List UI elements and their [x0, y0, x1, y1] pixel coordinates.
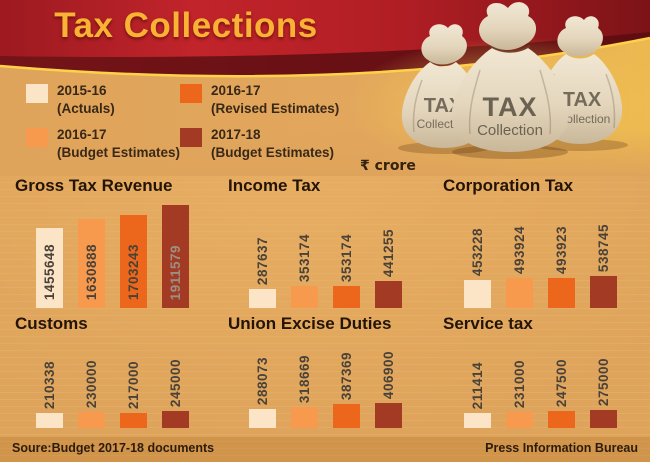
bag-text-collection: Collection — [477, 122, 543, 139]
chart-title: Service tax — [443, 314, 533, 333]
bar-2015-16-actuals- — [36, 413, 63, 428]
bar-value-label: 353174 — [338, 233, 354, 282]
bar-value-label: 441255 — [380, 228, 396, 277]
bar-value-label: 211414 — [469, 361, 485, 409]
chart-customs: Customs 210338 230000 217000 245000 — [15, 314, 220, 428]
legend-swatch — [180, 128, 202, 147]
bar-2016-17-budget-estimates- — [291, 286, 318, 308]
bar-value-label: 217000 — [125, 360, 141, 409]
bar-2016-17-revised-estimates- — [548, 411, 575, 428]
bar-value-label: 287637 — [254, 236, 270, 285]
chart-title: Union Excise Duties — [228, 314, 392, 333]
bar-2016-17-budget-estimates- — [291, 407, 318, 428]
legend-label: 2017-18 (Budget Estimates) — [211, 127, 335, 160]
legend-swatch — [26, 84, 48, 103]
bar-value-label: 538745 — [595, 223, 611, 272]
chart-income-tax: Income Tax 287637 353174 353174 441255 — [228, 176, 433, 308]
chart-title: Customs — [15, 314, 88, 333]
legend-item: 2016-17 (Revised Estimates) — [180, 82, 339, 117]
chart-corporation-tax: Corporation Tax 453228 493924 493923 538745 — [443, 176, 648, 308]
bar-2017-18-budget-estimates- — [590, 410, 617, 428]
legend-item: 2015-16 (Actuals) — [26, 82, 115, 117]
bar-value-label: 1703243 — [125, 243, 141, 300]
bar-value-label: 230000 — [83, 359, 99, 408]
bar-value-label: 1630888 — [83, 243, 99, 300]
chart-gross-tax-revenue: Gross Tax Revenue 1455648 1630888 1703243 19… — [15, 176, 220, 308]
money-bags-illustration: TAX Collection TAX Collection TAX Collec… — [398, 2, 628, 159]
bar-value-label: 453228 — [469, 227, 485, 276]
bag-front: TAX Collection — [451, 2, 569, 159]
bar-2017-18-budget-estimates- — [162, 411, 189, 428]
legend-label: 2016-17 (Budget Estimates) — [57, 127, 181, 160]
bar-2016-17-budget-estimates- — [506, 278, 533, 308]
chart-title: Gross Tax Revenue — [15, 176, 173, 195]
bar-2017-18-budget-estimates- — [162, 205, 189, 308]
bar-value-label: 493923 — [553, 225, 569, 274]
bar-2016-17-budget-estimates- — [78, 412, 105, 428]
bar-value-label: 387369 — [338, 351, 354, 400]
svg-text:TAX: TAX — [563, 89, 602, 111]
legend-label: 2016-17 (Revised Estimates) — [211, 83, 340, 116]
bar-2015-16-actuals- — [249, 289, 276, 308]
bar-value-label: 318669 — [296, 354, 312, 403]
footer: Soure:Budget 2017-18 documents Press Inf… — [0, 437, 650, 462]
bar-value-label: 210338 — [41, 360, 57, 409]
chart-title: Corporation Tax — [443, 176, 574, 195]
bar-2015-16-actuals- — [249, 409, 276, 428]
bar-2016-17-revised-estimates- — [333, 286, 360, 308]
bar-2016-17-revised-estimates- — [548, 278, 575, 308]
bar-2017-18-budget-estimates- — [590, 276, 617, 308]
bar-2016-17-revised-estimates- — [333, 404, 360, 428]
bar-value-label: 406900 — [380, 350, 396, 399]
legend-swatch — [180, 84, 202, 103]
bar-2015-16-actuals- — [36, 228, 63, 308]
bar-value-label: 275000 — [595, 357, 611, 406]
bag-text-tax: TAX — [483, 92, 538, 122]
bar-2017-18-budget-estimates- — [375, 281, 402, 308]
bar-2017-18-budget-estimates- — [375, 403, 402, 428]
bar-2016-17-revised-estimates- — [120, 215, 147, 308]
bar-2016-17-budget-estimates- — [78, 219, 105, 308]
bar-value-label: 353174 — [296, 233, 312, 282]
credit-text: Press Information Bureau — [485, 441, 638, 455]
page-title: Tax Collections — [54, 6, 318, 45]
bar-2015-16-actuals- — [464, 413, 491, 428]
bar-value-label: 231000 — [511, 359, 527, 408]
bar-2016-17-revised-estimates- — [120, 413, 147, 428]
bar-2015-16-actuals- — [464, 280, 491, 308]
legend-item: 2016-17 (Budget Estimates) — [26, 126, 180, 161]
legend-swatch — [26, 128, 48, 147]
bar-value-label: 1455648 — [41, 243, 57, 300]
bar-value-label: 493924 — [511, 225, 527, 274]
unit-label: ₹ crore — [360, 158, 416, 174]
bar-value-label: 247500 — [553, 358, 569, 407]
bar-value-label: 288073 — [254, 356, 270, 405]
chart-service-tax: Service tax 211414 231000 247500 275000 — [443, 314, 648, 428]
legend-item: 2017-18 (Budget Estimates) — [180, 126, 334, 161]
legend-label: 2015-16 (Actuals) — [57, 83, 115, 116]
source-text: Soure:Budget 2017-18 documents — [12, 441, 215, 455]
bar-value-label: 245000 — [167, 358, 183, 407]
bar-2016-17-budget-estimates- — [506, 412, 533, 428]
svg-text:Collection: Collection — [558, 112, 611, 126]
bar-value-label: 1911579 — [167, 244, 183, 300]
chart-union-excise-duties: Union Excise Duties 288073 318669 387369 406… — [228, 314, 433, 428]
chart-title: Income Tax — [228, 176, 321, 195]
